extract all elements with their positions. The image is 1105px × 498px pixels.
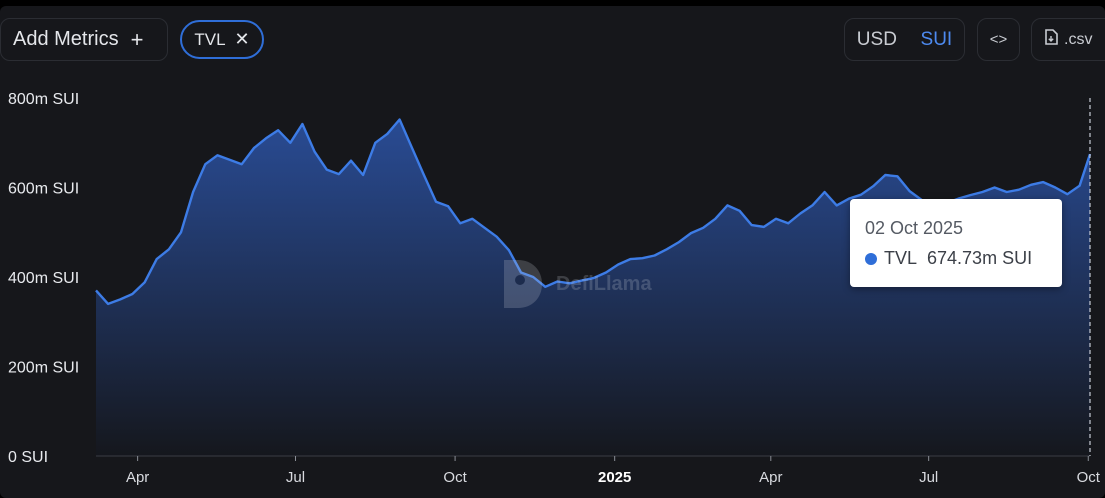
tooltip-row: TVL 674.73m SUI [865,248,1032,269]
plus-icon: + [130,26,144,52]
top-strip [0,0,1105,6]
chart-tooltip: 02 Oct 2025 TVL 674.73m SUI [850,199,1062,287]
embed-button[interactable]: <> [977,18,1020,61]
tooltip-value: 674.73m SUI [927,248,1033,268]
x-tick-label: Apr [126,469,149,486]
x-tick-label: Jul [919,469,938,486]
y-tick-label: 800m SUI [8,91,79,108]
currency-option-sui[interactable]: SUI [920,28,953,50]
csv-label: .csv [1064,30,1093,48]
add-metrics-button[interactable]: Add Metrics + [0,18,168,61]
currency-option-usd[interactable]: USD [856,28,897,50]
x-tick-label: Oct [443,469,467,486]
metric-chip-label: TVL [194,29,226,49]
x-tick-label: Apr [759,469,782,486]
x-tick-label: Oct [1077,469,1101,486]
tooltip-date: 02 Oct 2025 [865,218,964,238]
x-axis: Apr Jul Oct 2025 Apr Jul Oct [96,455,1101,486]
y-tick-label: 400m SUI [8,270,79,287]
metric-chip-tvl[interactable]: TVL ✕ [180,20,264,59]
series-color-dot [865,252,877,265]
watermark: DefiLlama [500,256,652,312]
download-csv-button[interactable]: .csv [1031,18,1105,61]
defillama-logo [504,260,542,308]
y-tick-label: 200m SUI [8,360,79,377]
y-tick-label: 0 SUI [8,449,48,466]
currency-toggle[interactable]: USD SUI [844,18,965,61]
tooltip-series-name: TVL [884,248,918,268]
close-icon[interactable]: ✕ [234,29,250,49]
add-metrics-label: Add Metrics [13,28,119,50]
file-download-icon [1044,29,1058,50]
y-tick-label: 600m SUI [8,181,79,198]
x-tick-label: 2025 [598,469,631,486]
watermark-text: DefiLlama [556,272,652,295]
code-brackets-icon: <> [989,31,1008,48]
x-tick-label: Jul [286,469,305,486]
y-axis: 0 SUI 200m SUI 400m SUI 600m SUI 800m SUI [8,91,79,466]
